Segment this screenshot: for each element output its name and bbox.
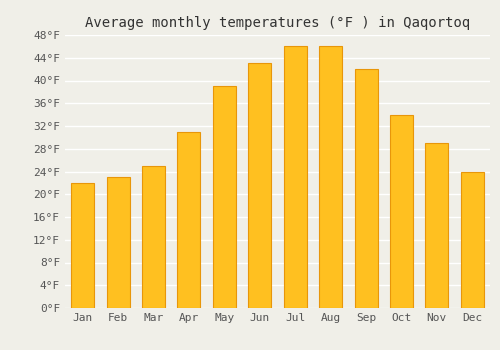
Bar xyxy=(142,166,165,308)
Bar xyxy=(426,143,448,308)
Bar xyxy=(461,172,484,308)
Bar xyxy=(213,86,236,308)
Bar xyxy=(319,46,342,308)
Bar xyxy=(390,115,413,308)
Bar xyxy=(284,46,306,308)
Bar xyxy=(178,132,201,308)
Bar xyxy=(354,69,378,308)
Bar xyxy=(248,63,272,308)
Bar xyxy=(71,183,94,308)
Bar xyxy=(106,177,130,308)
Title: Average monthly temperatures (°F ) in Qaqortoq: Average monthly temperatures (°F ) in Qa… xyxy=(85,16,470,30)
